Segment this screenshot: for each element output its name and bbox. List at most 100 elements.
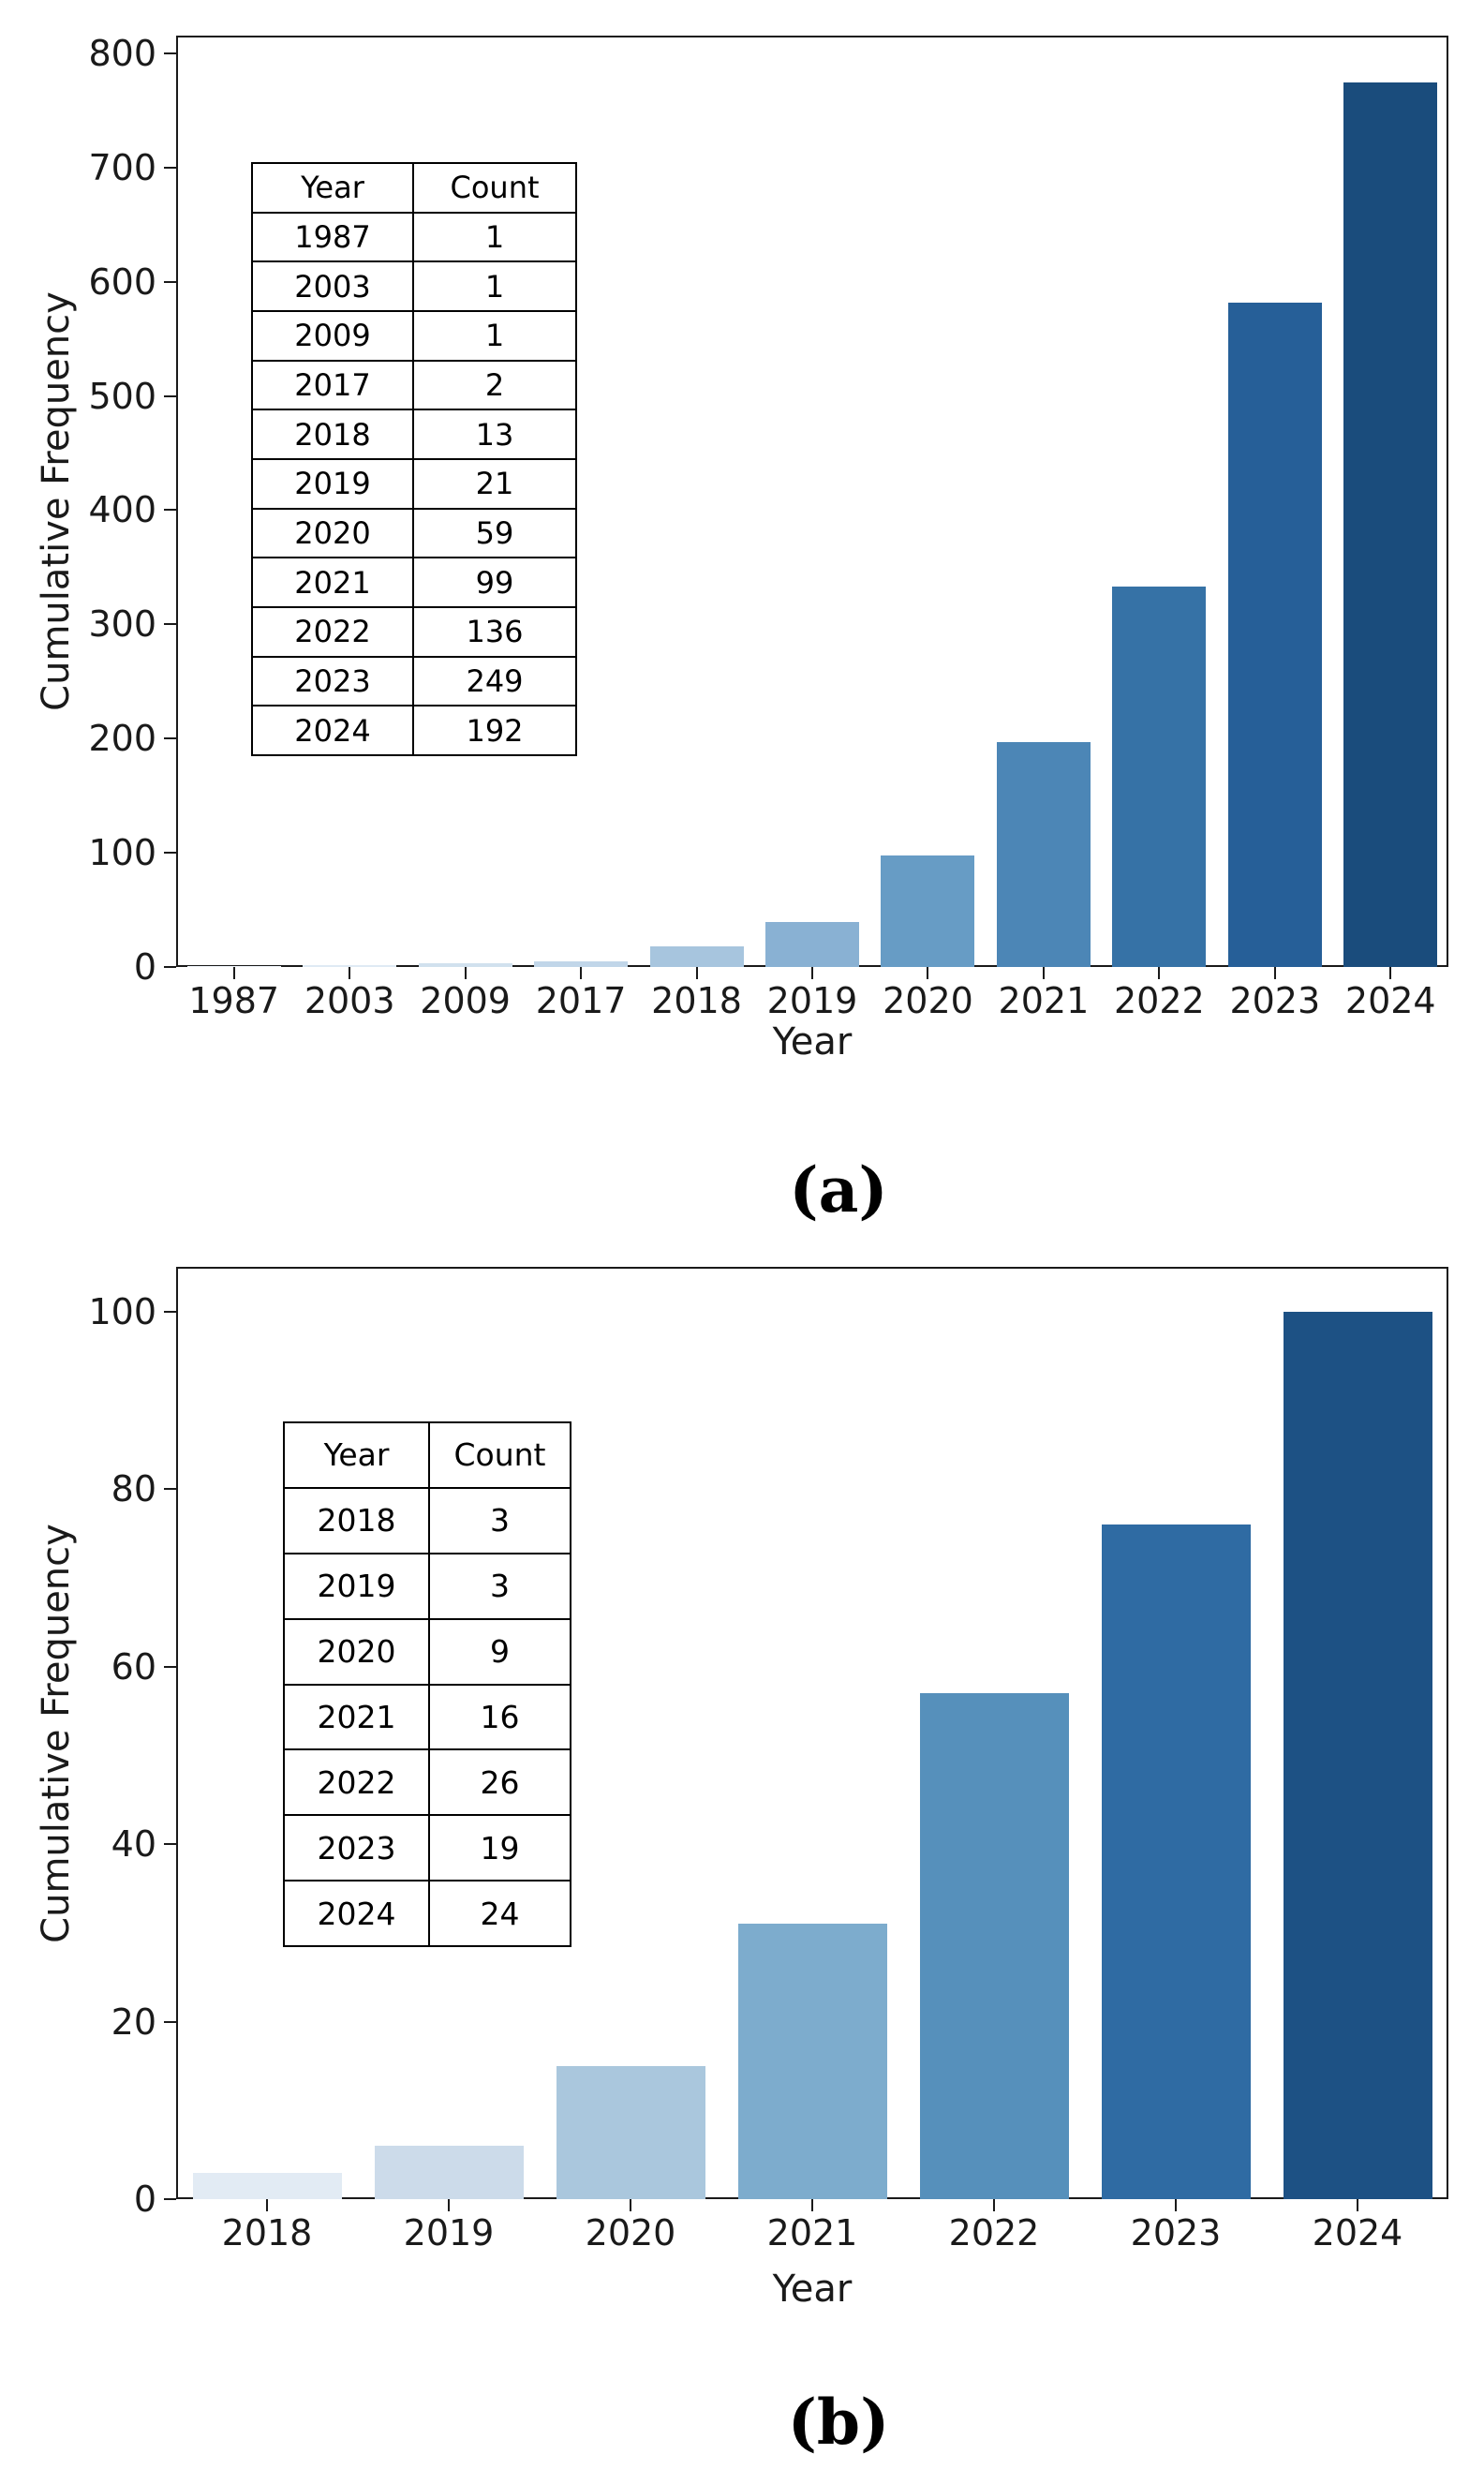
bar-b-2024 — [1283, 1312, 1432, 2199]
x-tick-b-2022 — [993, 2199, 995, 2211]
y-tick-label-a-400: 400 — [88, 489, 156, 531]
bar-b-2020 — [556, 2065, 705, 2199]
table-header-b-count: Count — [429, 1422, 571, 1488]
y-tick-b-20 — [164, 2020, 176, 2023]
x-tick-a-2020 — [927, 967, 929, 979]
table-cell-b-2018-year: 2018 — [284, 1487, 429, 1554]
y-axis-label-b: Cumulative Frequency — [35, 1524, 78, 1943]
bar-a-2019 — [765, 922, 859, 967]
table-cell-a-2009-count: 1 — [413, 311, 576, 361]
x-tick-label-a-2021: 2021 — [998, 980, 1090, 1021]
x-axis-label-a: Year — [772, 1020, 853, 1063]
x-tick-label-b-2018: 2018 — [221, 2212, 313, 2253]
y-tick-label-b-80: 80 — [111, 1468, 156, 1510]
table-cell-a-2021-year: 2021 — [252, 558, 413, 607]
inset-table-a: Year Count 1987 1 2003 1 2009 1 2017 2 2018 13 2019 2… — [251, 162, 577, 756]
y-tick-a-0 — [164, 966, 176, 968]
table-cell-b-2022-count: 26 — [429, 1749, 571, 1816]
y-tick-label-a-200: 200 — [88, 718, 156, 760]
x-tick-a-2018 — [695, 967, 698, 979]
bar-a-2022 — [1112, 587, 1207, 967]
y-tick-a-700 — [164, 166, 176, 169]
table-header-a-count: Count — [413, 163, 576, 213]
table-cell-b-2023-year: 2023 — [284, 1815, 429, 1881]
x-tick-a-2017 — [580, 967, 583, 979]
table-cell-b-2021-count: 16 — [429, 1684, 571, 1750]
table-cell-a-2003-count: 1 — [413, 261, 576, 311]
x-tick-a-1987 — [232, 967, 235, 979]
table-cell-a-2009-year: 2009 — [252, 311, 413, 361]
table-cell-a-2023-count: 249 — [413, 656, 576, 706]
bar-a-1987 — [186, 965, 281, 967]
y-tick-a-600 — [164, 280, 176, 283]
y-tick-a-300 — [164, 623, 176, 626]
y-tick-a-200 — [164, 737, 176, 740]
x-tick-label-b-2022: 2022 — [948, 2212, 1040, 2253]
x-tick-label-a-2022: 2022 — [1114, 980, 1205, 1021]
bar-a-2021 — [996, 741, 1091, 967]
table-cell-a-2020-count: 59 — [413, 508, 576, 558]
table-cell-a-1987-count: 1 — [413, 212, 576, 262]
x-tick-b-2018 — [266, 2199, 268, 2211]
y-tick-label-a-300: 300 — [88, 603, 156, 646]
table-cell-a-2019-count: 21 — [413, 459, 576, 509]
table-cell-b-2024-count: 24 — [429, 1881, 571, 1946]
x-tick-b-2021 — [811, 2199, 813, 2211]
table-header-a-year: Year — [252, 163, 413, 213]
x-tick-label-a-2003: 2003 — [304, 980, 395, 1021]
y-tick-label-b-60: 60 — [111, 1645, 156, 1688]
table-cell-a-2022-count: 136 — [413, 607, 576, 657]
table-cell-a-1987-year: 1987 — [252, 212, 413, 262]
bar-a-2017 — [534, 960, 629, 967]
x-tick-label-a-2024: 2024 — [1344, 980, 1436, 1021]
bar-b-2019 — [374, 2146, 524, 2199]
table-cell-b-2023-count: 19 — [429, 1815, 571, 1881]
x-tick-label-b-2021: 2021 — [766, 2212, 858, 2253]
table-cell-a-2018-year: 2018 — [252, 409, 413, 459]
y-tick-b-100 — [164, 1311, 176, 1313]
x-tick-a-2021 — [1042, 967, 1045, 979]
table-cell-a-2021-count: 99 — [413, 558, 576, 607]
x-tick-b-2024 — [1357, 2199, 1358, 2211]
y-tick-label-b-40: 40 — [111, 1823, 156, 1866]
table-cell-b-2021-year: 2021 — [284, 1684, 429, 1750]
x-tick-a-2019 — [811, 967, 813, 979]
x-tick-label-a-2019: 2019 — [766, 980, 858, 1021]
table-cell-a-2017-count: 2 — [413, 360, 576, 410]
table-cell-b-2018-count: 3 — [429, 1487, 571, 1554]
table-cell-a-2024-year: 2024 — [252, 706, 413, 755]
x-tick-label-b-2019: 2019 — [403, 2212, 495, 2253]
y-tick-b-40 — [164, 1843, 176, 1846]
table-cell-b-2019-year: 2019 — [284, 1553, 429, 1619]
bar-a-2018 — [649, 946, 744, 967]
table-cell-b-2020-year: 2020 — [284, 1618, 429, 1685]
y-tick-b-0 — [164, 2198, 176, 2200]
x-tick-b-2023 — [1175, 2199, 1177, 2211]
bar-a-2003 — [303, 964, 397, 967]
bar-b-2023 — [1101, 1525, 1251, 2199]
x-tick-a-2023 — [1273, 967, 1276, 979]
table-cell-a-2018-count: 13 — [413, 409, 576, 459]
y-tick-label-a-100: 100 — [88, 832, 156, 874]
bar-b-2022 — [919, 1693, 1069, 2199]
y-tick-a-800 — [164, 52, 176, 54]
x-tick-label-a-2020: 2020 — [883, 980, 973, 1021]
x-tick-b-2019 — [448, 2199, 450, 2211]
bar-a-2009 — [418, 963, 512, 967]
table-cell-a-2019-year: 2019 — [252, 459, 413, 509]
x-tick-a-2024 — [1389, 967, 1392, 979]
y-tick-b-60 — [164, 1665, 176, 1668]
x-tick-a-2009 — [464, 967, 467, 979]
bar-a-2023 — [1227, 302, 1322, 967]
y-tick-a-400 — [164, 509, 176, 512]
x-tick-label-a-2009: 2009 — [420, 980, 511, 1021]
panel-caption-a: (a) — [789, 1153, 888, 1227]
table-cell-a-2024-count: 192 — [413, 706, 576, 755]
inset-table-b: Year Count 2018 3 2019 3 2020 9 2021 16 2022 26 2023… — [283, 1421, 571, 1947]
x-tick-label-b-2020: 2020 — [585, 2212, 676, 2253]
x-tick-label-b-2023: 2023 — [1130, 2212, 1222, 2253]
y-tick-label-a-800: 800 — [88, 32, 156, 74]
table-cell-a-2023-year: 2023 — [252, 656, 413, 706]
y-tick-label-a-0: 0 — [133, 946, 156, 988]
